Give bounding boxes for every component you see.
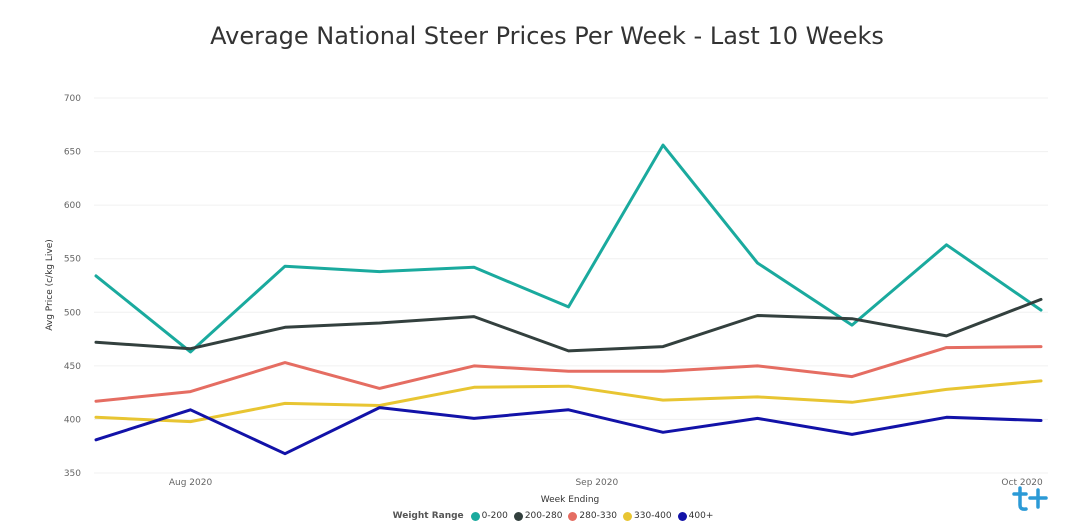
series-line-200-280 (94, 297, 1043, 353)
legend-label: 200-280 (524, 511, 563, 521)
legend-label: 280-330 (579, 511, 618, 521)
tplus-logo-icon (1012, 486, 1048, 511)
y-axis-tick-labels: 700 650 600 550 500 450 400 350 (64, 94, 81, 479)
legend: Weight Range 0-200 200-280 280-330 330-400 4… (0, 511, 1080, 521)
x-tick-label: Sep 2020 (575, 478, 618, 488)
x-axis-title: Week Ending (541, 495, 600, 505)
x-tick-label: Oct 2020 (1001, 478, 1043, 488)
legend-swatch (568, 511, 578, 521)
y-tick-label: 700 (64, 94, 81, 104)
y-tick-label: 550 (64, 255, 81, 265)
y-tick-label: 600 (64, 201, 81, 211)
series-line-280-330 (94, 345, 1043, 403)
x-axis-tick-labels: Aug 2020 Sep 2020 Oct 2020 (169, 478, 1043, 488)
series-line-0-200 (94, 143, 1043, 354)
grid-lines (94, 97, 1048, 474)
legend-item-330-400[interactable]: 330-400 (623, 511, 672, 521)
y-tick-label: 500 (64, 308, 81, 318)
y-tick-label: 400 (64, 415, 81, 425)
legend-item-0-200[interactable]: 0-200 (470, 511, 508, 521)
legend-swatch (623, 511, 633, 521)
legend-title: Weight Range (392, 511, 464, 521)
series-lines (94, 143, 1043, 456)
y-tick-label: 450 (64, 362, 81, 372)
y-tick-label: 650 (64, 148, 81, 158)
y-axis-title: Avg Price (c/kg Live) (45, 239, 55, 331)
x-tick-label: Aug 2020 (169, 478, 213, 488)
legend-swatch (513, 511, 523, 521)
legend-item-200-280[interactable]: 200-280 (513, 511, 563, 521)
legend-item-400+[interactable]: 400+ (677, 511, 714, 521)
series-line-400+ (94, 406, 1043, 456)
series-line-330-400 (94, 379, 1043, 424)
legend-label: 400+ (688, 511, 714, 521)
y-tick-label: 350 (64, 469, 81, 479)
legend-swatch (677, 511, 687, 521)
legend-swatch (470, 511, 480, 521)
chart-title: Average National Steer Prices Per Week -… (210, 22, 884, 50)
legend-label: 330-400 (634, 511, 672, 521)
legend-label: 0-200 (481, 511, 508, 521)
legend-item-280-330[interactable]: 280-330 (568, 511, 617, 521)
